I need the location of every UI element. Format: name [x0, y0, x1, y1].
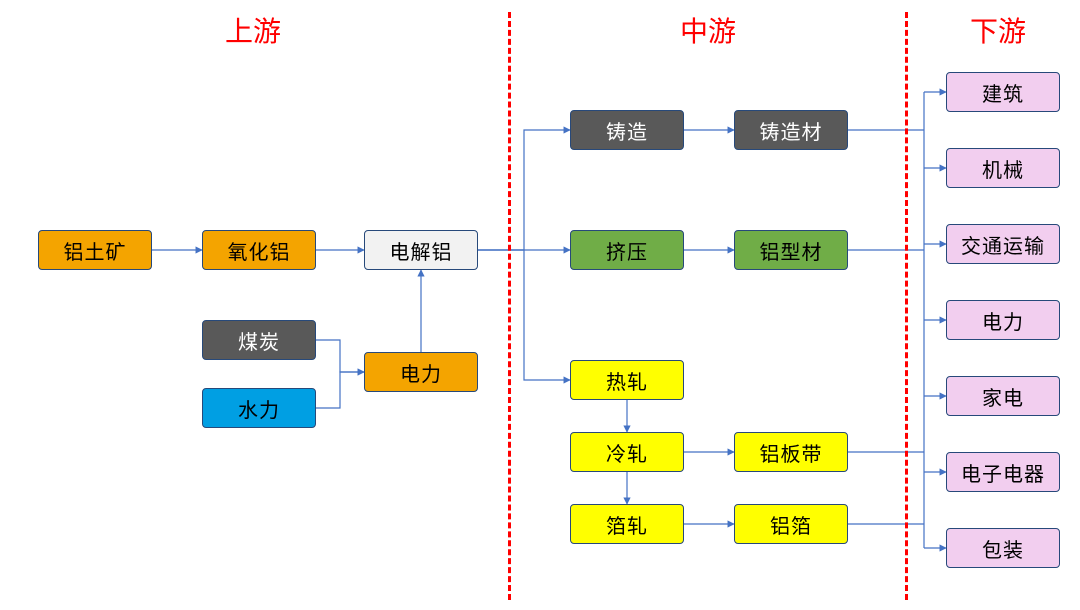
edge: [316, 372, 364, 408]
node-profile: 铝型材: [734, 230, 848, 270]
node-hydro: 水力: [202, 388, 316, 428]
node-sheet: 铝板带: [734, 432, 848, 472]
edge: [316, 340, 364, 372]
node-foilroll: 箔轧: [570, 504, 684, 544]
node-hotroll: 热轧: [570, 360, 684, 400]
node-coldroll: 冷轧: [570, 432, 684, 472]
edge-layer: [0, 0, 1080, 610]
section-title-t_down: 下游: [970, 10, 1026, 50]
node-cast: 铸造: [570, 110, 684, 150]
node-electrol: 电解铝: [364, 230, 478, 270]
node-alumina: 氧化铝: [202, 230, 316, 270]
node-dn_pack: 包装: [946, 528, 1060, 568]
node-extrude: 挤压: [570, 230, 684, 270]
node-foil: 铝箔: [734, 504, 848, 544]
node-dn_mech: 机械: [946, 148, 1060, 188]
node-dn_trans: 交通运输: [946, 224, 1060, 264]
node-castmat: 铸造材: [734, 110, 848, 150]
node-coal: 煤炭: [202, 320, 316, 360]
node-power: 电力: [364, 352, 478, 392]
node-bauxite: 铝土矿: [38, 230, 152, 270]
edge: [478, 250, 570, 380]
node-dn_appl: 家电: [946, 376, 1060, 416]
node-dn_elec: 电力: [946, 300, 1060, 340]
section-title-t_up: 上游: [225, 10, 281, 50]
section-title-t_mid: 中游: [680, 10, 736, 50]
node-dn_ee: 电子电器: [946, 452, 1060, 492]
divider-d2: [905, 12, 908, 600]
edge: [478, 130, 570, 250]
flowchart-stage: { "canvas": { "width": 1080, "height": 6…: [0, 0, 1080, 610]
divider-d1: [508, 12, 511, 600]
node-dn_build: 建筑: [946, 72, 1060, 112]
